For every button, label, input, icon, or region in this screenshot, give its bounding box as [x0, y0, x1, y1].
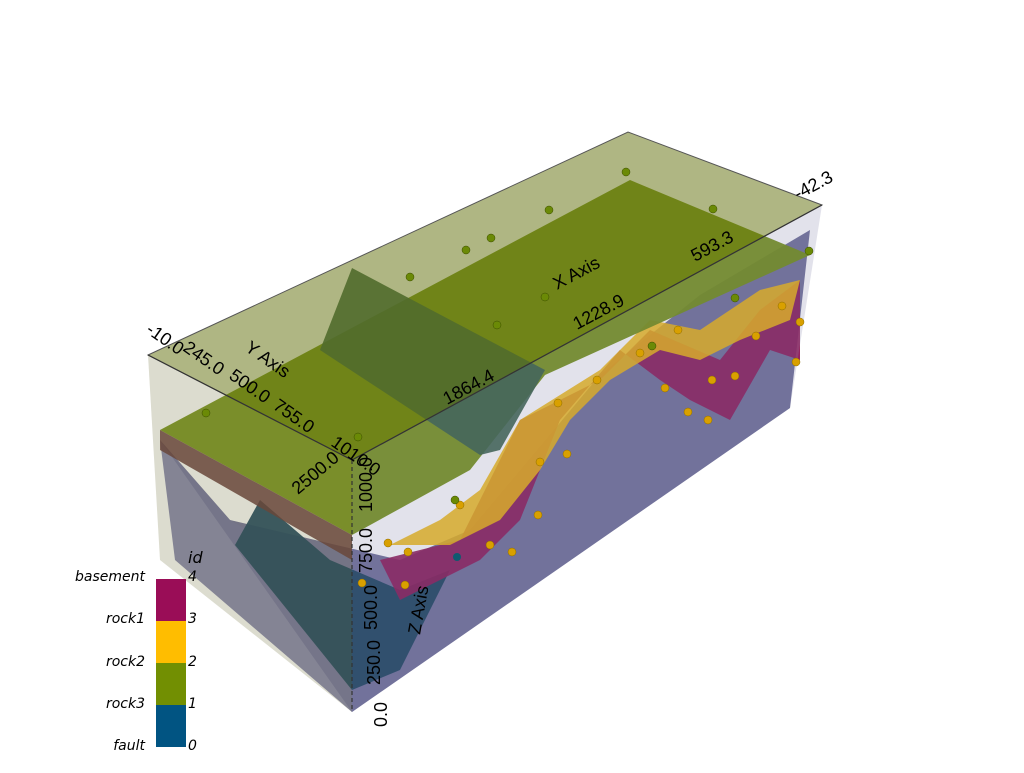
rock1-surface — [390, 280, 800, 545]
input-points — [357, 301, 805, 590]
legend-tick-2: 2 — [188, 654, 197, 670]
legend-title: id — [188, 548, 203, 567]
legend-swatch-rock3 — [156, 705, 186, 747]
left-face-lower — [160, 440, 352, 712]
z-tick-750: 750.0 — [356, 528, 376, 573]
legend-label-basement: basement — [75, 569, 145, 585]
bounding-box-right — [352, 205, 822, 712]
legend-label-fault: fault — [113, 738, 145, 754]
fault-point — [453, 553, 461, 561]
legend-swatch-rock1 — [156, 621, 186, 663]
z-tick-0: 0.0 — [371, 702, 391, 727]
legend-label-rock2: rock2 — [105, 654, 145, 670]
legend-swatch-basement — [156, 579, 186, 621]
rock2-front-face — [160, 430, 352, 560]
legend-swatch-rock2 — [156, 663, 186, 705]
legend-label-rock3: rock3 — [105, 696, 145, 712]
legend-tick-1: 1 — [188, 696, 197, 712]
corner-label: -42.3 — [790, 167, 836, 204]
legend-tick-0: 0 — [188, 738, 197, 754]
x-axis-line — [351, 204, 823, 461]
z-tick-500: 500.0 — [361, 585, 381, 630]
legend-tick-4: 4 — [188, 569, 197, 585]
bounding-box-left — [148, 355, 352, 712]
y-axis-line — [147, 354, 353, 461]
fault-surface — [235, 500, 450, 690]
legend-tick-3: 3 — [188, 611, 197, 627]
rock2-points — [201, 167, 814, 505]
legend-label-rock1: rock1 — [105, 611, 145, 627]
z-tick-250: 250.0 — [364, 640, 384, 685]
z-tick-1000: 1000.0 — [356, 457, 376, 512]
scalar-bar-legend: id basement rock1 rock2 rock3 fault 4 3 … — [60, 548, 220, 763]
